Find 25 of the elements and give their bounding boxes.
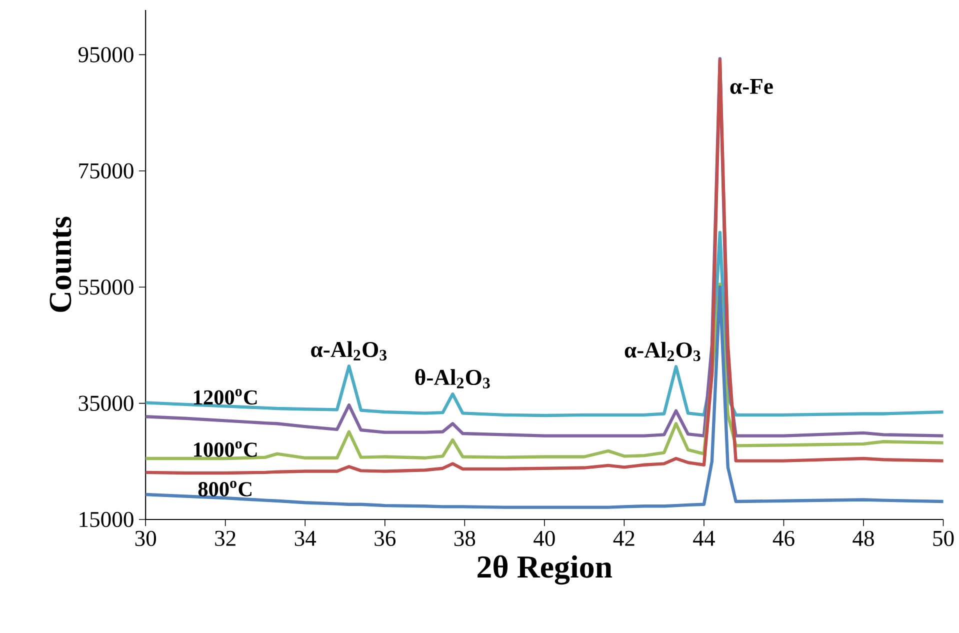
x-tick-label: 32 <box>215 530 236 546</box>
annotation: α-Al$_{2}$O$_{3}$ <box>311 341 387 360</box>
x-tick-label: 44 <box>693 530 715 546</box>
y-tick-label: 95000 <box>78 46 134 62</box>
y-tick-label: 55000 <box>79 279 134 295</box>
x-tick-label: 46 <box>772 530 794 546</box>
x-tick-label: 36 <box>374 530 396 546</box>
x-tick-label: 38 <box>454 530 476 546</box>
series-label: 800$^{o}$C <box>198 480 252 496</box>
x-tick-label: 40 <box>534 530 555 546</box>
x-tick-label: 30 <box>135 530 156 546</box>
series-label: 1000$^{o}$C <box>194 441 257 457</box>
annotation: α-Fe <box>730 78 773 94</box>
x-tick-label: 48 <box>852 530 874 546</box>
annotation: θ-Al$_{2}$O$_{3}$ <box>415 368 490 388</box>
x-tick-label: 42 <box>613 530 634 546</box>
y-tick-label: 35000 <box>78 396 134 411</box>
x-tick-label: 50 <box>933 530 954 546</box>
y-axis-title: Counts <box>50 216 72 312</box>
annotation: α-Al$_{2}$O$_{3}$ <box>624 342 700 362</box>
y-tick-label: 15000 <box>80 512 134 528</box>
y-tick-label: 75000 <box>79 163 134 178</box>
series-label: 1200$^{o}$C <box>194 388 257 405</box>
x-axis-title: 2θ Region <box>478 555 612 584</box>
x-tick-label: 34 <box>294 530 316 546</box>
